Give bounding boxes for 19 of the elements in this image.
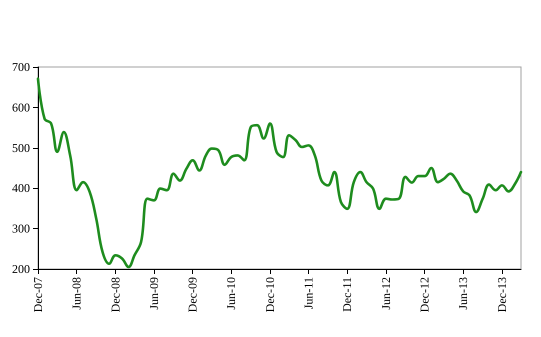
x-tick-label: Jun-10 <box>224 277 238 310</box>
y-tick-label: 600 <box>12 100 30 114</box>
x-tick-label: Jun-12 <box>378 277 393 310</box>
x-tick-label: Jun-09 <box>146 277 161 310</box>
x-tick-label: Dec-08 <box>108 277 122 312</box>
x-tick-label: Dec-11 <box>340 277 354 312</box>
y-tick-label: 700 <box>12 60 30 74</box>
x-tick-label: Dec-10 <box>262 277 277 312</box>
y-tick-label: 400 <box>12 181 30 196</box>
y-tick-label: 300 <box>12 222 30 236</box>
x-tick-label: Dec-09 <box>186 277 200 312</box>
x-tick-label: Jun-13 <box>456 277 470 310</box>
y-tick-label: 200 <box>12 262 30 276</box>
x-tick-label: Dec-12 <box>418 277 432 312</box>
x-tick-label: Dec-13 <box>494 277 509 312</box>
x-tick-label: Jun-11 <box>301 277 316 310</box>
x-tick-label: Jun-08 <box>70 277 84 310</box>
y-tick-label: 500 <box>12 140 30 155</box>
x-tick-label: Dec-07 <box>31 277 45 312</box>
